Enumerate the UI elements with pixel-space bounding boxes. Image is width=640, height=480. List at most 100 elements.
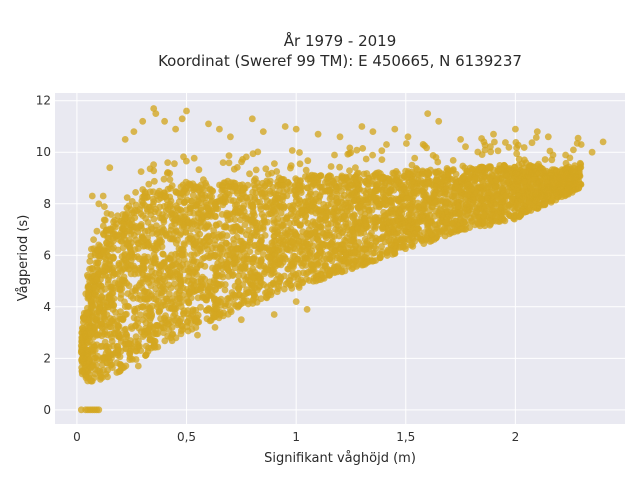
scatter-point bbox=[282, 241, 290, 249]
scatter-point bbox=[132, 201, 140, 209]
scatter-point bbox=[347, 203, 355, 211]
scatter-point bbox=[173, 268, 181, 275]
scatter-point bbox=[358, 123, 366, 130]
scatter-point bbox=[259, 225, 267, 233]
scatter-point bbox=[511, 174, 519, 182]
scatter-point bbox=[188, 225, 195, 233]
scatter-point bbox=[120, 232, 128, 239]
scatter-point bbox=[258, 257, 265, 264]
scatter-point bbox=[237, 216, 244, 224]
scatter-point bbox=[174, 295, 181, 302]
scatter-point bbox=[354, 225, 362, 233]
scatter-point bbox=[217, 256, 225, 264]
scatter-point bbox=[520, 178, 528, 185]
scatter-point bbox=[114, 346, 122, 354]
scatter-point bbox=[361, 215, 368, 223]
scatter-point bbox=[338, 187, 345, 195]
scatter-point bbox=[299, 262, 306, 270]
scatter-point bbox=[137, 168, 145, 176]
scatter-point bbox=[187, 251, 195, 259]
scatter-point bbox=[248, 216, 256, 224]
scatter-point bbox=[375, 217, 382, 224]
scatter-point bbox=[218, 302, 225, 309]
scatter-point bbox=[441, 177, 449, 185]
scatter-point bbox=[341, 236, 348, 244]
scatter-point bbox=[161, 193, 169, 201]
scatter-point bbox=[286, 228, 294, 236]
scatter-point bbox=[248, 202, 256, 209]
scatter-point bbox=[267, 281, 274, 289]
scatter-point bbox=[93, 313, 101, 321]
scatter-point bbox=[490, 199, 498, 207]
scatter-point bbox=[450, 226, 457, 234]
scatter-point bbox=[249, 188, 257, 196]
scatter-point bbox=[501, 217, 509, 225]
scatter-point bbox=[377, 174, 385, 182]
scatter-point bbox=[145, 295, 153, 302]
scatter-point bbox=[391, 205, 399, 213]
scatter-point bbox=[351, 197, 358, 205]
scatter-point bbox=[230, 165, 238, 173]
scatter-point bbox=[230, 300, 238, 308]
scatter-point bbox=[315, 276, 322, 284]
scatter-point bbox=[509, 204, 516, 212]
scatter-point bbox=[218, 182, 226, 189]
scatter-point bbox=[392, 181, 399, 189]
scatter-point bbox=[110, 284, 118, 292]
scatter-point bbox=[451, 183, 459, 191]
scatter-point bbox=[404, 133, 412, 141]
scatter-point bbox=[221, 286, 229, 294]
scatter-point bbox=[165, 316, 173, 324]
scatter-point bbox=[434, 158, 442, 166]
scatter-point bbox=[277, 176, 285, 183]
scatter-point bbox=[303, 306, 311, 313]
scatter-point bbox=[577, 141, 585, 148]
scatter-point bbox=[259, 128, 267, 136]
scatter-point bbox=[287, 162, 295, 170]
scatter-point bbox=[237, 316, 245, 324]
scatter-point bbox=[369, 151, 376, 159]
scatter-point bbox=[86, 257, 94, 265]
scatter-point bbox=[519, 168, 527, 176]
scatter-point bbox=[224, 260, 231, 267]
scatter-point bbox=[304, 219, 312, 227]
scatter-point bbox=[299, 228, 307, 236]
scatter-point bbox=[459, 162, 467, 170]
scatter-point bbox=[98, 332, 106, 340]
scatter-point bbox=[134, 319, 142, 327]
scatter-point bbox=[328, 193, 336, 201]
scatter-point bbox=[380, 208, 387, 216]
scatter-point bbox=[144, 275, 151, 283]
scatter-point bbox=[438, 189, 446, 197]
scatter-point bbox=[505, 144, 513, 151]
scatter-point bbox=[319, 229, 326, 237]
scatter-point bbox=[403, 140, 410, 147]
scatter-point bbox=[93, 227, 101, 235]
scatter-point bbox=[525, 206, 532, 214]
scatter-point bbox=[463, 211, 470, 219]
scatter-point bbox=[158, 214, 166, 222]
y-axis-ticks: 0 2 4 6 8 10 12 bbox=[36, 94, 51, 417]
scatter-point bbox=[146, 165, 154, 173]
scatter-point bbox=[269, 206, 277, 214]
scatter-point bbox=[258, 211, 266, 218]
scatter-point bbox=[513, 150, 521, 158]
scatter-point bbox=[132, 189, 140, 196]
scatter-point bbox=[108, 245, 116, 253]
scatter-point bbox=[225, 294, 233, 302]
scatter-point bbox=[500, 162, 508, 169]
scatter-point bbox=[219, 159, 227, 167]
x-tick-label: 1 bbox=[292, 430, 300, 444]
scatter-point bbox=[308, 247, 316, 255]
scatter-point bbox=[271, 160, 278, 168]
scatter-point bbox=[331, 151, 338, 159]
scatter-point bbox=[121, 215, 128, 222]
scatter-point bbox=[128, 209, 136, 217]
scatter-point bbox=[190, 154, 198, 162]
scatter-point bbox=[203, 315, 211, 323]
scatter-point bbox=[352, 164, 359, 172]
scatter-point bbox=[481, 222, 489, 230]
scatter-point bbox=[487, 163, 494, 171]
scatter-point bbox=[374, 180, 382, 188]
scatter-point bbox=[332, 187, 340, 195]
